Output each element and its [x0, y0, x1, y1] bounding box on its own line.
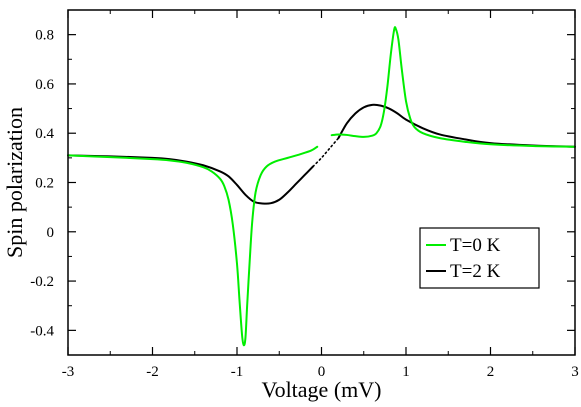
- y-tick-label: 0.6: [35, 77, 54, 93]
- x-tick-label: 1: [402, 364, 410, 380]
- legend-box: [419, 227, 540, 289]
- x-tick-label: -2: [146, 364, 159, 380]
- y-tick-label: -0.2: [30, 274, 54, 290]
- legend: T=0 K T=2 K: [419, 227, 540, 289]
- x-tick-label: -1: [231, 364, 244, 380]
- y-tick-label: 0.4: [35, 126, 54, 142]
- x-tick-label: 0: [318, 364, 326, 380]
- y-axis-label: Spin polarization: [2, 107, 27, 258]
- y-tick-label: 0.8: [35, 28, 54, 44]
- ticks-layer: -3 -2 -1 0 1 2 3 -0.4 -0.2 0 0.2 0.4 0.6 0.8: [30, 9, 579, 380]
- plot-frame: [67, 9, 576, 356]
- x-tick-label: -3: [62, 364, 75, 380]
- legend-label-t2: T=2 K: [450, 261, 501, 282]
- legend-label-t0: T=0 K: [450, 235, 501, 256]
- series-t2-dotted-segment: [312, 137, 340, 168]
- series-t2-line: [67, 154, 315, 205]
- series-t0-line: [330, 26, 576, 148]
- y-tick-label: 0: [47, 225, 55, 241]
- series-t0-line: [67, 145, 319, 347]
- y-tick-label: 0.2: [35, 176, 54, 192]
- x-tick-label: 3: [571, 364, 579, 380]
- x-tick-label: 2: [487, 364, 495, 380]
- x-axis-label: Voltage (mV): [262, 377, 382, 402]
- series-t2-line: [337, 103, 576, 148]
- series-layer: [67, 26, 576, 347]
- y-tick-label: -0.4: [30, 323, 54, 339]
